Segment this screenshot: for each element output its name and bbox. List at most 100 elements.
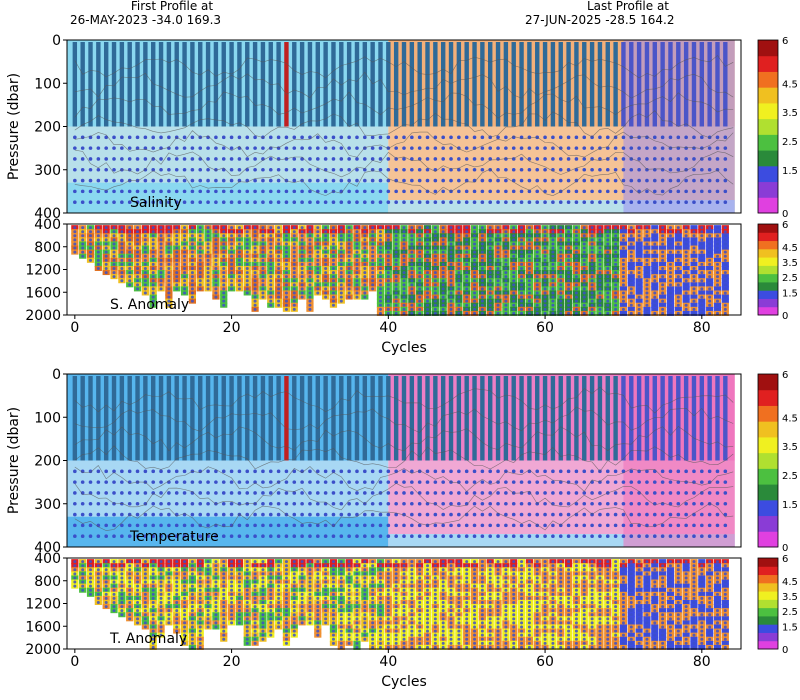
profile-dot xyxy=(590,311,594,315)
profile-dot xyxy=(574,271,578,275)
profile-dot xyxy=(174,501,179,506)
profile-dot xyxy=(237,254,241,258)
profile-dot xyxy=(449,226,453,230)
profile-dot xyxy=(402,262,406,266)
profile-dot xyxy=(567,234,571,238)
profile-dot xyxy=(386,295,390,299)
profile-dot xyxy=(426,275,430,279)
profile-dot xyxy=(73,226,77,230)
profile-dot xyxy=(363,167,367,172)
profile-dot xyxy=(347,226,351,230)
profile-dot xyxy=(520,287,524,291)
profile-dot xyxy=(206,262,210,266)
profile-dot xyxy=(316,266,320,270)
profile-dot xyxy=(472,534,477,538)
profile-dot xyxy=(715,307,719,311)
contour-line xyxy=(74,110,734,139)
contour-line xyxy=(74,483,734,511)
profile-dot xyxy=(707,469,712,474)
profile-dot xyxy=(190,254,194,258)
profile-dot xyxy=(222,291,226,295)
profile-dot xyxy=(175,234,179,238)
profile-dot xyxy=(284,299,288,303)
profile-dot xyxy=(112,605,116,609)
profile-dot xyxy=(229,146,234,150)
profile-dot xyxy=(206,523,210,528)
profile-dot xyxy=(308,279,312,283)
profile-dot xyxy=(433,299,437,303)
profile-dot xyxy=(426,250,430,254)
profile-dot xyxy=(629,254,633,258)
profile-dot xyxy=(527,512,532,517)
profile-dot xyxy=(480,266,484,270)
profile-dot xyxy=(488,226,492,230)
profile-dot xyxy=(715,271,719,275)
profile-dot xyxy=(715,250,719,254)
profile-dot xyxy=(488,258,492,262)
profile-dot xyxy=(190,246,194,250)
profile-dot xyxy=(190,258,194,262)
profile-dot xyxy=(410,266,414,270)
profile-dot xyxy=(488,271,492,275)
profile-dot xyxy=(394,291,398,295)
profile-dot xyxy=(112,568,116,572)
profile-dot xyxy=(96,254,100,258)
profile-dot xyxy=(136,596,140,600)
profile-dot xyxy=(668,491,673,495)
profile-dot xyxy=(253,271,257,275)
profile-dot xyxy=(504,279,508,283)
profile-dot xyxy=(221,534,226,538)
profile-dot xyxy=(268,146,273,150)
profile-dot xyxy=(480,135,485,140)
profile-dot xyxy=(551,287,555,291)
profile-dot xyxy=(324,291,328,295)
profile-dot xyxy=(128,576,132,580)
profile-dot xyxy=(159,246,163,250)
profile-dot xyxy=(120,501,124,506)
profile-dot xyxy=(347,230,351,234)
profile-dot xyxy=(715,283,719,287)
profile-dot xyxy=(175,258,179,262)
profile-dot xyxy=(331,283,335,287)
profile-dot xyxy=(433,238,437,242)
profile-dot xyxy=(660,200,665,204)
colorbar-swatch xyxy=(758,421,778,438)
profile-column xyxy=(707,376,712,461)
profile-dot xyxy=(629,523,634,528)
profile-dot xyxy=(480,238,484,242)
profile-dot xyxy=(386,178,391,183)
profile-dot xyxy=(441,523,445,528)
profile-dot xyxy=(614,266,618,270)
profile-column xyxy=(72,376,78,461)
profile-dot xyxy=(715,230,719,234)
profile-dot xyxy=(120,246,124,250)
profile-dot xyxy=(418,299,422,303)
profile-dot xyxy=(284,287,288,291)
profile-dot xyxy=(167,167,171,172)
profile-dot xyxy=(316,242,320,246)
profile-dot xyxy=(253,283,257,287)
profile-column xyxy=(691,42,697,127)
profile-dot xyxy=(613,501,618,506)
profile-dot xyxy=(582,512,587,517)
profile-dot xyxy=(676,254,680,258)
colorbar-swatch xyxy=(758,531,778,548)
profile-dot xyxy=(151,167,156,172)
profile-column xyxy=(72,42,78,127)
profile-dot xyxy=(629,234,633,238)
profile-dot xyxy=(653,258,657,262)
profile-dot xyxy=(214,287,218,291)
profile-dot xyxy=(128,262,132,266)
profile-dot xyxy=(378,230,382,234)
profile-dot xyxy=(496,238,500,242)
profile-dot xyxy=(159,242,163,246)
profile-dot xyxy=(692,469,696,474)
profile-dot xyxy=(418,307,422,311)
profile-dot xyxy=(606,291,610,295)
profile-dot xyxy=(473,230,477,234)
profile-dot xyxy=(598,242,602,246)
profile-dot xyxy=(300,291,304,295)
profile-dot xyxy=(159,480,163,484)
profile-dot xyxy=(410,283,414,287)
profile-dot xyxy=(316,287,320,291)
